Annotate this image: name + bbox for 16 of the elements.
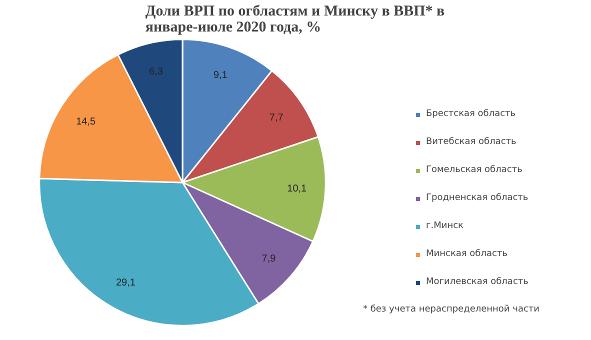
legend-label: Брестская область: [426, 108, 516, 120]
data-label: 7,7: [269, 112, 284, 124]
data-label: 6,3: [149, 66, 164, 78]
legend-label: Витебская область: [426, 136, 516, 148]
data-label: 10,1: [287, 184, 308, 195]
legend-label: Минская область: [426, 248, 508, 260]
data-label: 29,1: [116, 277, 136, 288]
chart-title: Доли ВРП по огбластям и Минску в ВВП* в январе-июле 2020 года, %: [145, 4, 445, 36]
data-label: 9,1: [213, 70, 228, 81]
legend-label: Гродненская область: [426, 192, 528, 204]
data-label: 7,9: [262, 253, 276, 264]
legend-label: Могилевская область: [426, 276, 528, 288]
data-label: 14,5: [76, 116, 96, 128]
text: * без учета нераспределенной части: [362, 304, 540, 314]
legend-label: г.Минск: [426, 220, 464, 232]
legend-label: Гомельская область: [426, 164, 522, 176]
